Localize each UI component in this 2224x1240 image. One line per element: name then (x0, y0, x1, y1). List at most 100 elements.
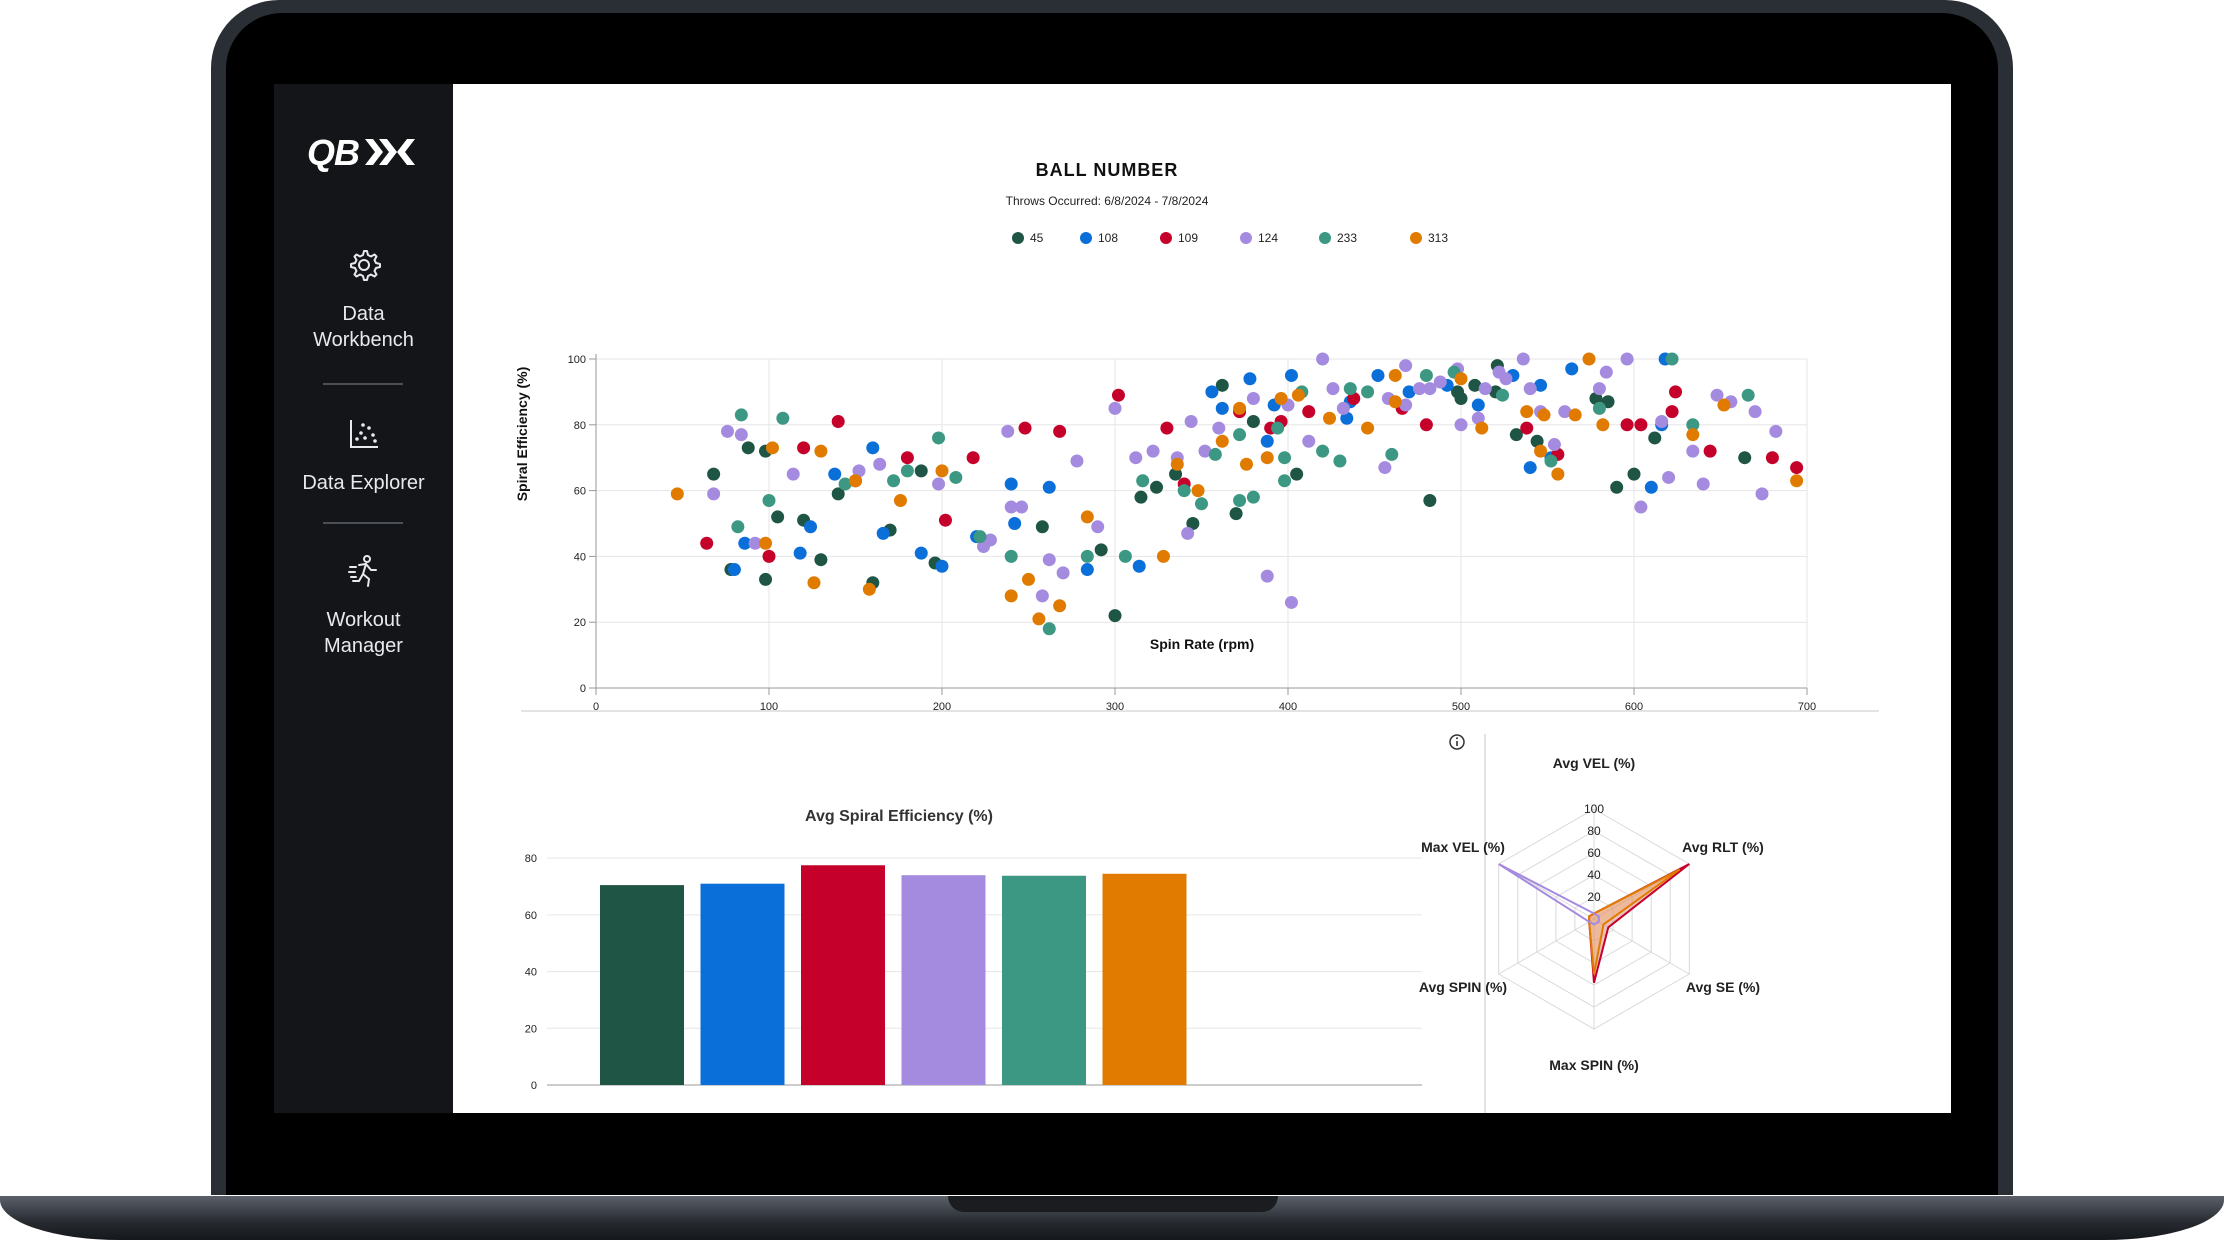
scatter-point-313[interactable] (1568, 408, 1582, 422)
scatter-point-313[interactable] (1537, 408, 1551, 422)
scatter-point-109[interactable] (1302, 405, 1316, 419)
scatter-point-233[interactable] (731, 520, 745, 534)
scatter-point-45[interactable] (1229, 507, 1243, 521)
scatter-point-108[interactable] (866, 441, 880, 455)
scatter-point-108[interactable] (1565, 362, 1579, 376)
scatter-point-45[interactable] (1468, 378, 1482, 392)
scatter-point-108[interactable] (738, 536, 752, 550)
scatter-point-45[interactable] (1215, 378, 1229, 392)
scatter-point-108[interactable] (914, 546, 928, 560)
scatter-point-233[interactable] (887, 474, 901, 488)
scatter-point-124[interactable] (1547, 438, 1561, 452)
scatter-point-124[interactable] (1284, 595, 1298, 609)
scatter-point-124[interactable] (1184, 415, 1198, 429)
scatter-point-124[interactable] (1412, 382, 1426, 396)
scatter-point-124[interactable] (983, 533, 997, 547)
scatter-point-109[interactable] (797, 441, 811, 455)
scatter-point-45[interactable] (1738, 451, 1752, 465)
scatter-point-108[interactable] (1471, 398, 1485, 412)
scatter-point-109[interactable] (966, 451, 980, 465)
scatter-point-313[interactable] (759, 536, 773, 550)
scatter-point-124[interactable] (1492, 365, 1506, 379)
scatter-point-124[interactable] (1399, 359, 1413, 373)
scatter-point-108[interactable] (727, 563, 741, 577)
scatter-point-45[interactable] (1648, 431, 1662, 445)
scatter-point-124[interactable] (873, 457, 887, 471)
scatter-point-233[interactable] (1544, 454, 1558, 468)
bar-109[interactable] (801, 865, 885, 1085)
scatter-point-233[interactable] (1419, 368, 1433, 382)
scatter-point-109[interactable] (1160, 421, 1174, 435)
scatter-point-313[interactable] (1323, 411, 1337, 425)
scatter-point-124[interactable] (1558, 405, 1572, 419)
scatter-point-124[interactable] (1042, 553, 1056, 567)
scatter-point-313[interactable] (1156, 549, 1170, 563)
scatter-point-233[interactable] (1278, 474, 1292, 488)
scatter-point-233[interactable] (1233, 428, 1247, 442)
scatter-point-124[interactable] (720, 424, 734, 438)
scatter-point-124[interactable] (1399, 398, 1413, 412)
scatter-point-313[interactable] (1260, 451, 1274, 465)
scatter-point-313[interactable] (1388, 395, 1402, 409)
scatter-point-124[interactable] (1146, 444, 1160, 458)
scatter-point-124[interactable] (1260, 569, 1274, 583)
scatter-point-233[interactable] (1118, 549, 1132, 563)
bar-45[interactable] (600, 885, 684, 1085)
scatter-point-313[interactable] (1717, 398, 1731, 412)
scatter-point-109[interactable] (1669, 385, 1683, 399)
scatter-point-108[interactable] (1371, 368, 1385, 382)
legend-item-124[interactable]: 124 (1240, 231, 1278, 245)
scatter-point-109[interactable] (1111, 388, 1125, 402)
scatter-point-109[interactable] (1665, 405, 1679, 419)
scatter-point-313[interactable] (814, 444, 828, 458)
scatter-point-109[interactable] (700, 536, 714, 550)
scatter-point-313[interactable] (1191, 484, 1205, 498)
scatter-point-313[interactable] (1004, 589, 1018, 603)
scatter-point-313[interactable] (1032, 612, 1046, 626)
scatter-point-124[interactable] (1748, 405, 1762, 419)
scatter-point-109[interactable] (1620, 418, 1634, 432)
scatter-point-124[interactable] (1634, 500, 1648, 514)
scatter-point-313[interactable] (935, 464, 949, 478)
scatter-point-313[interactable] (1596, 418, 1610, 432)
scatter-point-108[interactable] (1008, 517, 1022, 530)
scatter-point-109[interactable] (1765, 451, 1779, 465)
scatter-point-124[interactable] (1620, 352, 1634, 366)
scatter-point-108[interactable] (1080, 563, 1094, 577)
scatter-point-45[interactable] (1610, 480, 1624, 494)
scatter-point-108[interactable] (935, 559, 949, 573)
scatter-point-124[interactable] (1755, 487, 1769, 501)
scatter-point-313[interactable] (1454, 372, 1468, 386)
scatter-point-124[interactable] (1129, 451, 1143, 465)
scatter-point-108[interactable] (1402, 385, 1416, 399)
legend-item-108[interactable]: 108 (1080, 231, 1118, 245)
scatter-point-124[interactable] (1035, 589, 1049, 603)
sidebar-item-data-workbench[interactable]: Data Workbench (274, 248, 453, 353)
scatter-point-124[interactable] (1070, 454, 1084, 468)
scatter-point-108[interactable] (1205, 385, 1219, 399)
scatter-point-233[interactable] (1278, 451, 1292, 465)
scatter-point-109[interactable] (1703, 444, 1717, 458)
scatter-point-108[interactable] (1534, 378, 1548, 392)
scatter-point-124[interactable] (1516, 352, 1530, 366)
scatter-point-45[interactable] (1451, 385, 1465, 399)
scatter-point-124[interactable] (1662, 470, 1676, 484)
scatter-point-45[interactable] (831, 487, 845, 501)
scatter-point-45[interactable] (1108, 609, 1122, 623)
bar-313[interactable] (1102, 873, 1187, 1085)
scatter-point-124[interactable] (1015, 500, 1029, 514)
scatter-point-124[interactable] (1710, 388, 1724, 402)
scatter-point-108[interactable] (876, 526, 890, 540)
scatter-point-233[interactable] (1333, 454, 1347, 468)
scatter-point-45[interactable] (1134, 490, 1148, 504)
scatter-point-124[interactable] (1246, 391, 1260, 405)
scatter-point-313[interactable] (862, 582, 876, 596)
scatter-point-109[interactable] (1018, 421, 1032, 435)
scatter-point-109[interactable] (831, 415, 845, 429)
scatter-point-233[interactable] (1208, 447, 1222, 461)
scatter-point-233[interactable] (1385, 447, 1399, 461)
scatter-point-313[interactable] (1291, 388, 1305, 402)
scatter-point-124[interactable] (1378, 461, 1392, 475)
scatter-point-45[interactable] (1589, 391, 1603, 405)
scatter-point-108[interactable] (1243, 372, 1257, 386)
